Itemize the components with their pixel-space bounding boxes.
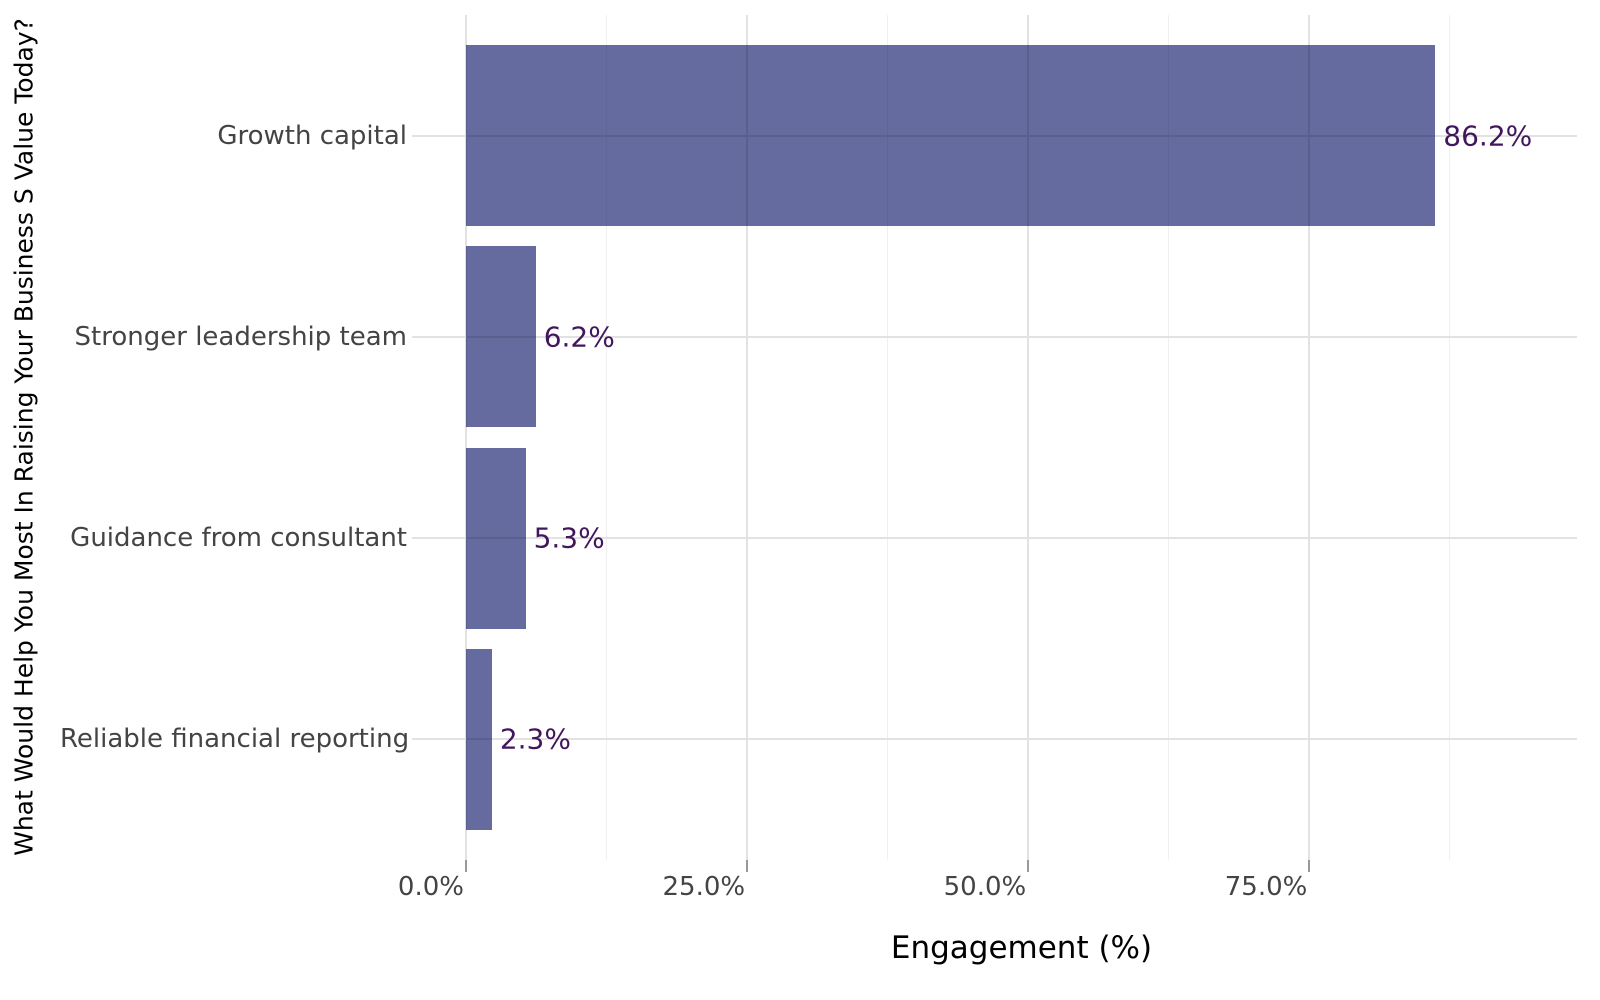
gridline-category-horizontal	[412, 738, 1577, 741]
x-tick-label-2: 50.0%	[943, 872, 1027, 902]
x-axis-title: Engagement (%)	[890, 930, 1153, 966]
value-label-0: 86.2%	[1443, 119, 1533, 153]
plot-panel: 86.2% 6.2% 5.3% 2.3%	[412, 15, 1577, 860]
value-label-1: 6.2%	[543, 320, 615, 354]
y-category-label-1: Stronger leadership team	[74, 321, 407, 352]
x-tick-1	[746, 860, 749, 872]
bar-1	[465, 246, 536, 428]
x-tick-2	[1027, 860, 1030, 872]
x-tick-label-1: 25.0%	[662, 872, 746, 902]
x-tick-label-0: 0.0%	[397, 872, 464, 902]
y-category-label-0: Growth capital	[217, 120, 407, 151]
bar-0	[465, 45, 1436, 227]
x-tick-0	[464, 860, 467, 872]
y-category-label-3: Reliable financial reporting	[60, 724, 410, 755]
value-label-2: 5.3%	[533, 521, 605, 555]
y-category-label-2: Guidance from consultant	[70, 523, 407, 554]
bar-3	[465, 648, 492, 830]
value-label-3: 2.3%	[499, 722, 571, 756]
y-axis-title: What Would Help You Most In Raising Your…	[9, 18, 39, 856]
bar-2	[465, 447, 526, 629]
x-tick-label-3: 75.0%	[1224, 872, 1308, 902]
x-tick-3	[1308, 860, 1311, 872]
